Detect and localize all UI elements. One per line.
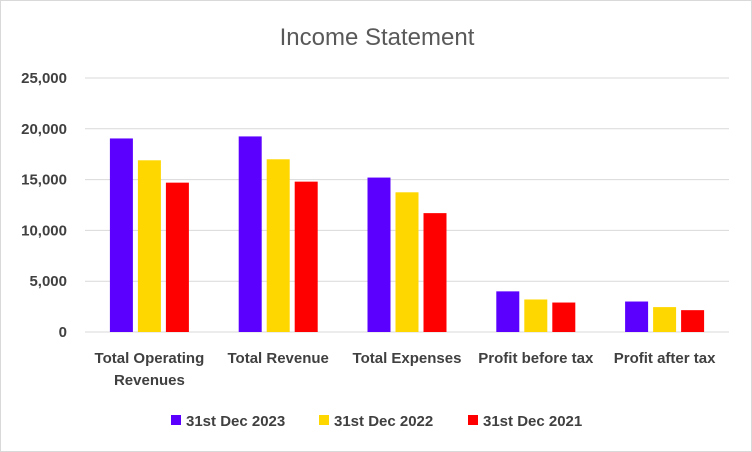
bar (625, 301, 649, 332)
legend-swatch (319, 415, 329, 425)
bar (524, 299, 548, 332)
bar (238, 136, 262, 332)
legend-label: 31st Dec 2023 (186, 413, 285, 430)
y-tick-label: 15,000 (21, 172, 67, 189)
bar (423, 213, 447, 332)
bar (266, 159, 290, 332)
y-tick-label: 5,000 (29, 273, 67, 290)
legend-label: 31st Dec 2021 (483, 413, 582, 430)
x-tick-label: Total Expenses (353, 350, 462, 367)
legend: 31st Dec 2023 31st Dec 2022 31st Dec 2021 (171, 413, 582, 430)
y-tick-label: 25,000 (21, 70, 67, 87)
bar (496, 291, 520, 332)
chart-title: Income Statement (280, 24, 475, 51)
legend-swatch (468, 415, 478, 425)
x-tick-label: Profit before tax (478, 350, 594, 367)
x-axis-labels: Total Operating Revenues Total Revenue Tota… (95, 350, 717, 389)
bar (395, 192, 419, 332)
x-tick-label: Total Operating Revenues (95, 350, 205, 389)
y-tick-label: 20,000 (21, 121, 67, 138)
bar (109, 138, 133, 332)
y-axis-ticks: 0 5,000 10,000 15,000 20,000 25,000 (21, 70, 67, 341)
y-tick-label: 0 (59, 324, 67, 341)
bars (109, 136, 705, 332)
legend-item: 31st Dec 2022 (319, 413, 433, 430)
bar (367, 177, 391, 332)
bar (165, 182, 189, 332)
bar (552, 302, 576, 332)
legend-label: 31st Dec 2022 (334, 413, 433, 430)
bar (681, 310, 705, 332)
legend-item: 31st Dec 2021 (468, 413, 582, 430)
bar (653, 307, 677, 332)
y-tick-label: 10,000 (21, 222, 67, 239)
legend-item: 31st Dec 2023 (171, 413, 285, 430)
bar (137, 160, 161, 332)
bar (294, 181, 318, 332)
legend-swatch (171, 415, 181, 425)
x-tick-label: Profit after tax (614, 350, 716, 367)
x-tick-label: Total Revenue (227, 350, 328, 367)
